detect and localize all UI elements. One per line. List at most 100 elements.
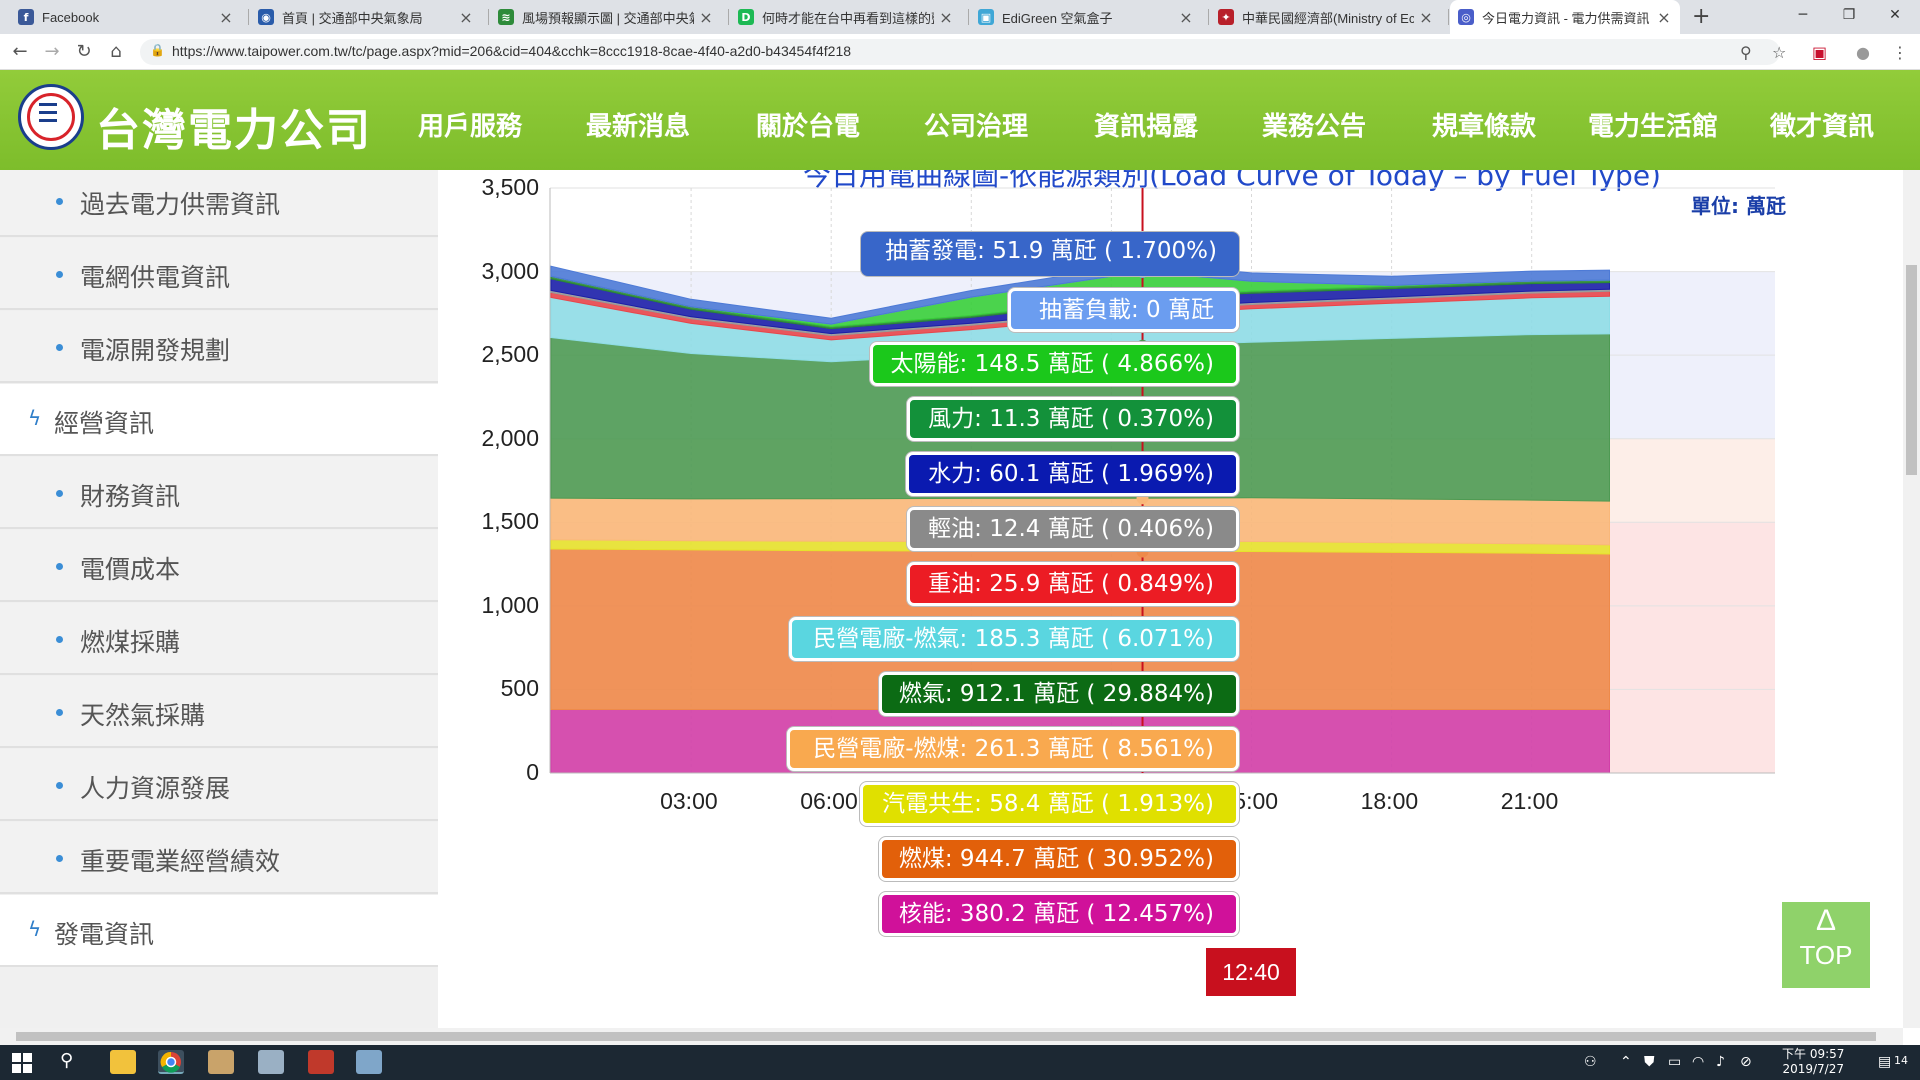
chat-icon: D [738, 9, 754, 25]
battery-icon[interactable]: ▭ [1668, 1054, 1682, 1070]
y-tick-label: 3,000 [481, 257, 539, 284]
menu-kebab-icon[interactable]: ⋮ [1892, 43, 1908, 62]
sidebar-item-label: 電源開發規劃 [80, 336, 231, 365]
sidebar-item-label: 經營資訊 [54, 409, 155, 438]
volume-icon[interactable]: ♪ [1716, 1054, 1725, 1070]
sidebar-item[interactable]: 燃煤採購 [0, 603, 438, 675]
browser-tab[interactable]: D 何時才能在台中再看到這樣的藍 × [730, 0, 962, 34]
app-icon-1[interactable] [208, 1050, 234, 1074]
area-series[interactable] [550, 262, 1610, 325]
tab-close-icon[interactable]: × [1179, 7, 1193, 27]
app-icon-2[interactable] [258, 1050, 284, 1074]
sidebar-item[interactable]: 電源開發規劃 [0, 311, 438, 383]
home-icon[interactable]: ⌂ [110, 41, 122, 62]
bullet-icon [56, 855, 63, 862]
y-tick-label: 1,000 [481, 591, 539, 618]
people-icon[interactable]: ⚇ [1584, 1054, 1597, 1070]
sidebar-item[interactable]: 人力資源發展 [0, 749, 438, 821]
restore-button[interactable]: ❐ [1842, 7, 1856, 23]
new-tab-button[interactable]: + [1692, 4, 1711, 29]
search-icon[interactable]: ⚲ [60, 1050, 74, 1071]
tray-chevron-icon[interactable]: ⌃ [1620, 1054, 1632, 1070]
forward-icon[interactable]: → [44, 41, 60, 62]
reload-icon[interactable]: ↻ [76, 41, 92, 62]
wifi-icon[interactable]: ◠ [1692, 1054, 1705, 1070]
sidebar-item-label: 重要電業經營績效 [80, 847, 281, 876]
nav-item[interactable]: 公司治理 [924, 112, 1029, 142]
nav-item[interactable]: 電力生活館 [1588, 112, 1719, 142]
app-icon-3[interactable] [308, 1050, 334, 1074]
browser-tab[interactable]: ✦ 中華民國經濟部(Ministry of Eco × [1210, 0, 1442, 34]
tab-close-icon[interactable]: × [1419, 7, 1433, 27]
browser-tab[interactable]: ≋ 風場預報顯示圖 | 交通部中央氣 × [490, 0, 722, 34]
nav-item[interactable]: 資訊揭露 [1094, 112, 1199, 142]
horizontal-scrollbar[interactable] [0, 1028, 1903, 1045]
close-window-button[interactable]: ✕ [1889, 7, 1901, 23]
tooltip-row: 民營電廠-燃氣: 185.3 萬瓩 ( 6.071%) [789, 617, 1239, 661]
unit-label: 單位: 萬瓩 [1691, 194, 1786, 218]
cursor-time-badge: 12:40 [1206, 948, 1296, 996]
tooltip-row: 風力: 11.3 萬瓩 ( 0.370%) [907, 397, 1239, 441]
taipower-logo-icon[interactable] [18, 84, 84, 150]
taskbar-clock[interactable]: 下午 09:57 2019/7/27 [1782, 1047, 1844, 1077]
browser-tab[interactable]: ◎ 今日電力資訊 - 電力供需資訊 - 台 × [1450, 0, 1680, 34]
sidebar-item[interactable]: 重要電業經營績效 [0, 822, 438, 894]
url-field[interactable]: 🔒 https://www.taipower.com.tw/tc/page.as… [140, 39, 1780, 65]
sidebar-group[interactable]: ϟ 發電資訊 [0, 895, 438, 967]
browser-tab[interactable]: ▣ EdiGreen 空氣盒子 × [970, 0, 1202, 34]
tooltip-row: 核能: 380.2 萬瓩 ( 12.457%) [879, 892, 1239, 936]
x-tick-label: 06:00 [800, 788, 858, 814]
sidebar-item-label: 天然氣採購 [80, 701, 206, 730]
chart-title: 今日用電曲線圖-依能源類別(Load Curve of Today – by F… [803, 170, 1661, 192]
app-icon-4[interactable] [356, 1050, 382, 1074]
minimize-button[interactable]: ─ [1798, 7, 1808, 23]
ime-icon[interactable]: ⊘ [1740, 1054, 1752, 1070]
site-header: 台灣電力公司 用戶服務 最新消息 關於台電 公司治理 資訊揭露 業務公告 規章條款 電力生活館… [0, 70, 1920, 170]
vertical-scrollbar[interactable] [1903, 170, 1920, 1028]
back-icon[interactable]: ← [12, 41, 28, 62]
back-to-top-button[interactable]: Δ TOP [1782, 902, 1870, 988]
sidebar-item-label: 電價成本 [80, 555, 181, 584]
sidebar-item[interactable]: 財務資訊 [0, 457, 438, 529]
bullet-icon [56, 709, 63, 716]
pocket-extension-icon[interactable]: ▣ [1812, 43, 1828, 62]
tab-title: EdiGreen 空氣盒子 [1002, 10, 1113, 26]
browser-tab[interactable]: f Facebook × [10, 0, 242, 34]
file-explorer-icon[interactable] [110, 1050, 136, 1074]
windows-start-icon[interactable] [12, 1053, 32, 1073]
zoom-icon[interactable]: ⚲ [1740, 43, 1752, 62]
profile-icon[interactable]: ● [1856, 43, 1870, 62]
sidebar-item-label: 人力資源發展 [80, 774, 231, 803]
nav-item[interactable]: 徵才資訊 [1770, 112, 1875, 142]
notification-icon[interactable]: ▤ [1878, 1054, 1892, 1070]
sidebar-item[interactable]: 電價成本 [0, 530, 438, 602]
bookmark-star-icon[interactable]: ☆ [1772, 43, 1787, 62]
chrome-icon[interactable] [158, 1050, 184, 1074]
tab-close-icon[interactable]: × [699, 7, 713, 27]
logo-text[interactable]: 台灣電力公司 [96, 105, 372, 156]
tab-close-icon[interactable]: × [1657, 7, 1671, 27]
url-text: https://www.taipower.com.tw/tc/page.aspx… [172, 43, 852, 59]
defender-icon[interactable]: ⛊ [1644, 1054, 1655, 1070]
nav-item[interactable]: 業務公告 [1262, 112, 1367, 142]
tab-close-icon[interactable]: × [459, 7, 473, 27]
bullet-icon [56, 563, 63, 570]
tab-title: 風場預報顯示圖 | 交通部中央氣 [522, 10, 694, 26]
nav-item[interactable]: 規章條款 [1432, 112, 1537, 142]
cwb-icon: ◉ [258, 9, 274, 25]
sidebar-group[interactable]: ϟ 經營資訊 [0, 384, 438, 456]
x-tick-label: 03:00 [660, 788, 718, 814]
sidebar-item[interactable]: 天然氣採購 [0, 676, 438, 748]
sidebar-item-label: 燃煤採購 [80, 628, 181, 657]
sidebar-item[interactable]: 過去電力供需資訊 [0, 170, 438, 237]
browser-tab[interactable]: ◉ 首頁 | 交通部中央氣象局 × [250, 0, 482, 34]
bullet-icon [56, 198, 63, 205]
sidebar-item[interactable]: 電網供電資訊 [0, 238, 438, 310]
nav-item[interactable]: 用戶服務 [418, 112, 523, 142]
nav-item[interactable]: 最新消息 [586, 112, 691, 142]
tab-close-icon[interactable]: × [939, 7, 953, 27]
y-tick-label: 0 [526, 759, 539, 785]
tab-close-icon[interactable]: × [219, 7, 233, 27]
windows-taskbar: ⚲ ⚇ ⌃ ⛊ ▭ ◠ ♪ ⊘ 下午 09:57 2019/7/27 ▤ 14 [0, 1045, 1920, 1080]
nav-item[interactable]: 關於台電 [756, 112, 861, 142]
